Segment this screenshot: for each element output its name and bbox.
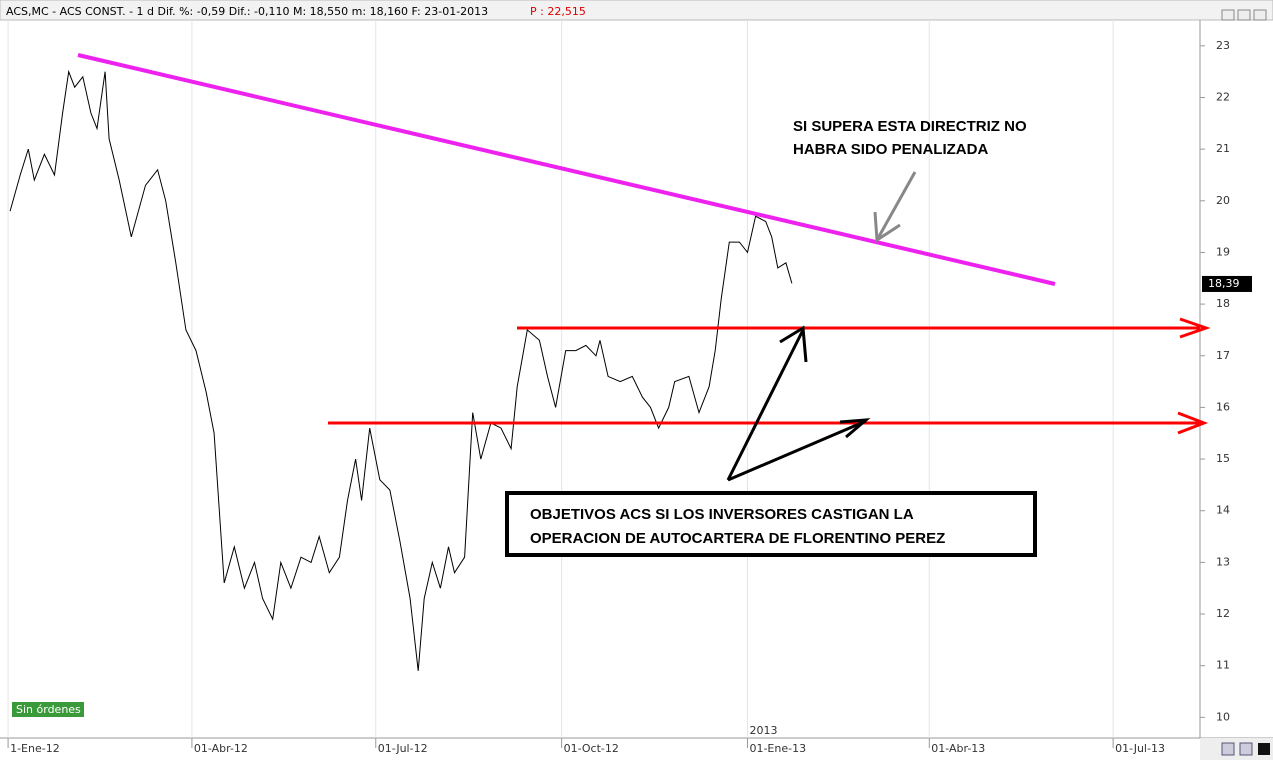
x-tick-label: 01-Oct-12 (564, 742, 619, 755)
y-tick-label: 10 (1216, 710, 1230, 723)
window-button[interactable] (1253, 9, 1267, 21)
arrow-head (779, 325, 808, 363)
annotation: OPERACION DE AUTOCARTERA DE FLORENTINO P… (530, 530, 945, 547)
y-tick-label: 12 (1216, 607, 1230, 620)
y-tick-label: 13 (1216, 555, 1230, 568)
y-tick-label: 14 (1216, 504, 1230, 517)
arrow-head (1177, 411, 1209, 435)
window-button[interactable] (1221, 9, 1235, 21)
y-tick-label: 11 (1216, 659, 1230, 672)
annotation: SI SUPERA ESTA DIRECTRIZ NO (793, 118, 1027, 135)
tool-button[interactable] (1221, 742, 1235, 756)
arrow-head (839, 418, 871, 439)
tool-button[interactable] (1258, 743, 1270, 755)
annotation: OBJETIVOS ACS SI LOS INVERSORES CASTIGAN… (530, 506, 914, 523)
y-tick-label: 22 (1216, 90, 1230, 103)
last-price-box (1202, 275, 1252, 292)
arrow (727, 419, 867, 482)
arrow (726, 329, 805, 481)
last-price-label: 18,39 (1208, 277, 1240, 290)
x-tick-label: 01-Jul-12 (378, 742, 428, 755)
y-tick-label: 21 (1216, 142, 1230, 155)
price-line (9, 69, 793, 671)
x-tick-label: 01-Abr-12 (194, 742, 248, 755)
arrow-head (1179, 317, 1211, 339)
header-info: ACS,MC - ACS CONST. - 1 d Dif. %: -0,59 … (6, 5, 488, 18)
note-box (505, 491, 1037, 557)
arrow (875, 171, 917, 241)
trend-line (77, 53, 1056, 286)
y-tick-label: 17 (1216, 349, 1230, 362)
x-tick-label: 1-Ene-12 (10, 742, 60, 755)
orders-button[interactable] (12, 702, 84, 717)
header-bar (0, 0, 1273, 21)
y-tick-label: 15 (1216, 452, 1230, 465)
annotation: HABRA SIDO PENALIZADA (793, 141, 988, 158)
y-tick-label: 23 (1216, 39, 1230, 52)
x-tick-label: 01-Ene-13 (749, 742, 806, 755)
year-label: 2013 (749, 724, 777, 737)
y-tick-label: 19 (1216, 245, 1230, 258)
x-tick-label: 01-Jul-13 (1115, 742, 1165, 755)
plot (7, 20, 1114, 738)
toolbar (1200, 738, 1273, 760)
y-tick-label: 18 (1216, 297, 1230, 310)
orders-label[interactable]: Sin órdenes (16, 703, 81, 716)
window-button[interactable] (1237, 9, 1251, 21)
arrow-head (873, 211, 901, 243)
y-tick-label: 20 (1216, 194, 1230, 207)
y-tick-label: 16 (1216, 400, 1230, 413)
x-tick-label: 01-Abr-13 (931, 742, 985, 755)
tool-button[interactable] (1239, 742, 1253, 756)
header-price: P : 22,515 (530, 5, 586, 18)
